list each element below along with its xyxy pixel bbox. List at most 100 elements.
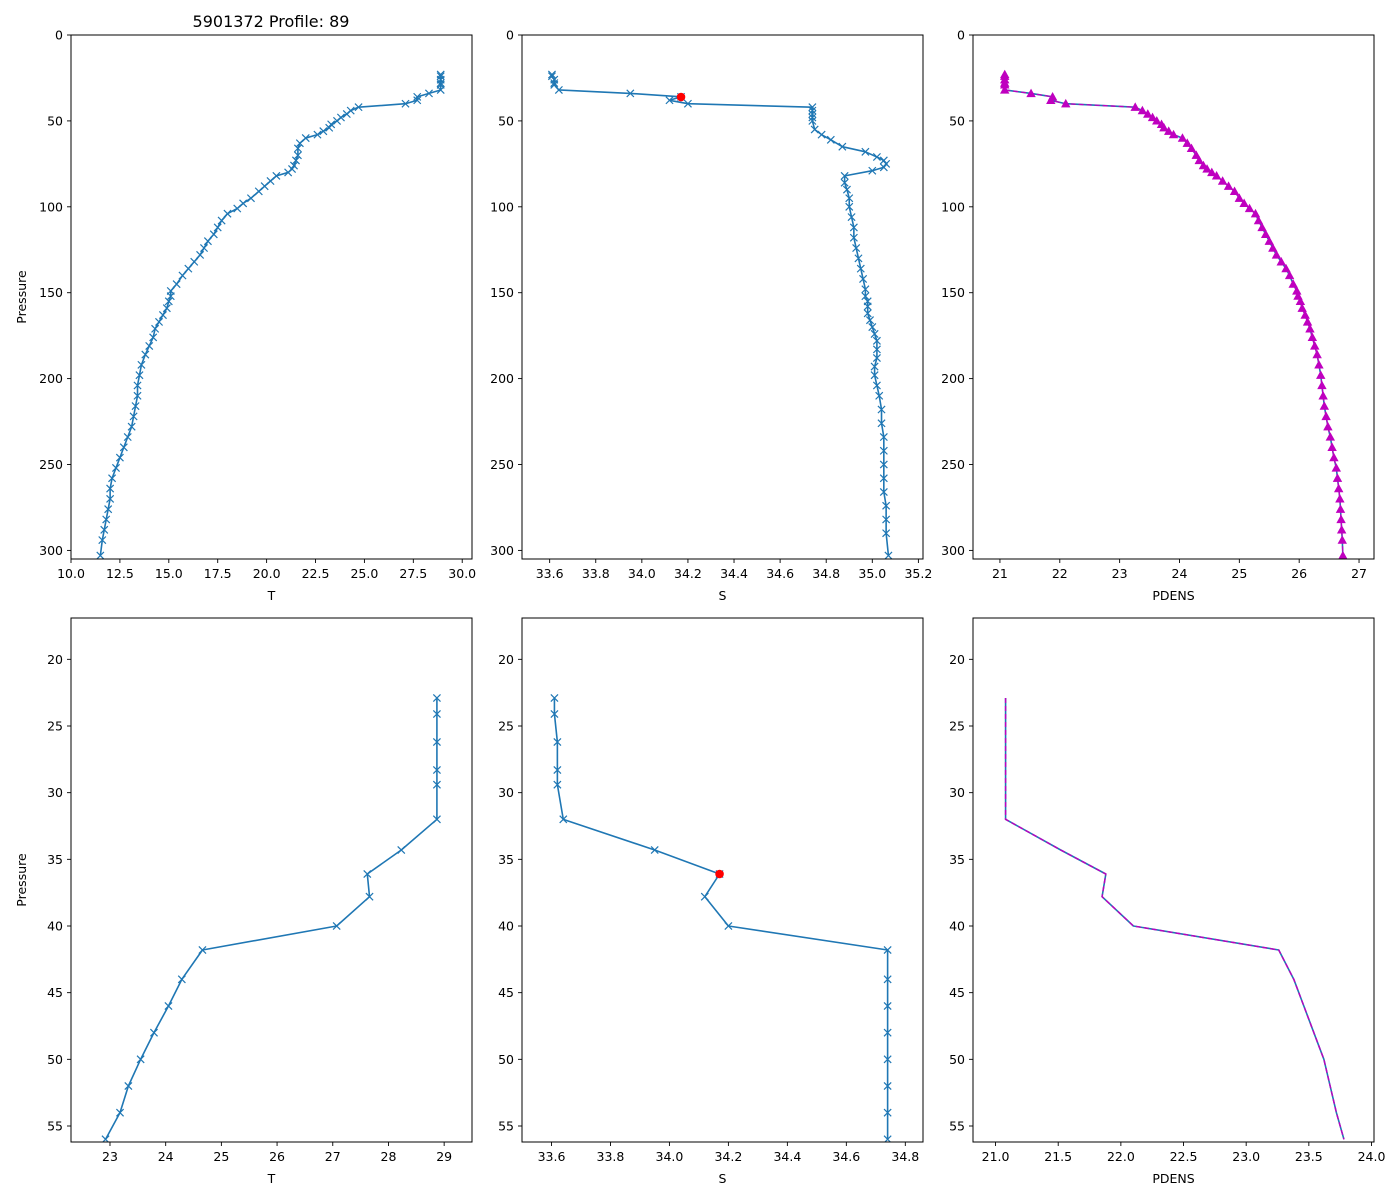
data-point bbox=[1217, 176, 1228, 185]
y-tick-label: 25 bbox=[47, 719, 63, 734]
data-point bbox=[1137, 105, 1148, 115]
x-tick-label: 34.6 bbox=[832, 1149, 860, 1164]
data-point bbox=[196, 250, 205, 259]
data-point bbox=[865, 316, 875, 325]
y-tick-label: 25 bbox=[498, 719, 514, 734]
data-point bbox=[115, 453, 124, 462]
data-point bbox=[141, 350, 150, 359]
x-tick-label: 29 bbox=[436, 1149, 452, 1164]
data-point bbox=[198, 945, 207, 955]
data-point bbox=[106, 484, 115, 493]
data-point bbox=[164, 297, 173, 306]
data-point bbox=[879, 163, 888, 172]
data-point bbox=[1147, 112, 1158, 122]
x-tick-label: 34.8 bbox=[891, 1149, 919, 1164]
data-point bbox=[332, 921, 341, 931]
data-point bbox=[133, 391, 142, 400]
y-tick-label: 200 bbox=[39, 371, 63, 386]
data-point bbox=[98, 536, 107, 545]
x-tick-label: 10.0 bbox=[57, 566, 85, 581]
data-point bbox=[1300, 310, 1310, 319]
data-point bbox=[883, 1081, 892, 1091]
data-point bbox=[883, 1055, 892, 1064]
y-tick-label: 200 bbox=[941, 371, 965, 386]
y-tick-label: 20 bbox=[47, 652, 63, 667]
data-point bbox=[1327, 442, 1337, 451]
data-point bbox=[1177, 133, 1188, 142]
plot-area bbox=[96, 70, 445, 559]
data-point bbox=[847, 213, 856, 222]
x-tick-label: 34.4 bbox=[773, 1149, 801, 1164]
y-tick-label: 150 bbox=[941, 285, 965, 300]
data-point bbox=[424, 89, 433, 98]
data-point bbox=[1314, 360, 1324, 369]
density-dashed-line bbox=[1004, 74, 1344, 556]
data-point bbox=[1319, 401, 1330, 410]
data-point bbox=[1281, 263, 1291, 273]
data-point bbox=[883, 1108, 892, 1117]
axes-frame bbox=[70, 617, 473, 1143]
x-tick-label: 27 bbox=[1351, 566, 1367, 581]
data-point bbox=[808, 113, 817, 122]
y-tick-label: 100 bbox=[39, 199, 63, 214]
plot-area bbox=[547, 70, 893, 559]
x-axis-label: S bbox=[719, 588, 727, 603]
data-point bbox=[1046, 95, 1056, 104]
data-point bbox=[845, 202, 854, 211]
data-point bbox=[1186, 143, 1197, 153]
data-point bbox=[650, 845, 659, 855]
data-point bbox=[293, 151, 302, 160]
data-point bbox=[1229, 186, 1240, 196]
data-point bbox=[1288, 279, 1298, 288]
series-line bbox=[553, 698, 889, 1140]
data-point bbox=[1061, 98, 1071, 108]
x-tick-label: 21.5 bbox=[1044, 1149, 1072, 1164]
data-point bbox=[1295, 296, 1306, 305]
chart-panel-salinity-zoom: 33.6 33.8 34.0 34.2 34.4 34.6 34.8 20 25 30 35 40 45… bbox=[498, 617, 924, 1186]
x-tick-label: 20.0 bbox=[253, 566, 281, 581]
data-point bbox=[151, 324, 160, 333]
data-point bbox=[1211, 171, 1222, 180]
data-point bbox=[872, 381, 881, 390]
data-point bbox=[397, 845, 406, 855]
data-point bbox=[1159, 122, 1169, 132]
x-axis-label: PDENS bbox=[1152, 1171, 1194, 1186]
data-point bbox=[1168, 129, 1179, 139]
axes-frame bbox=[70, 34, 473, 560]
data-point bbox=[119, 443, 128, 452]
data-point bbox=[808, 116, 817, 125]
y-tick-label: 35 bbox=[498, 852, 514, 867]
y-tick-label: 45 bbox=[949, 985, 965, 1000]
data-point bbox=[883, 1028, 892, 1037]
data-point bbox=[856, 264, 865, 273]
data-point bbox=[872, 336, 881, 345]
data-point bbox=[135, 371, 144, 380]
data-point bbox=[553, 737, 562, 747]
x-tick-label: 23 bbox=[102, 1149, 118, 1164]
data-point bbox=[547, 72, 556, 81]
data-point bbox=[1239, 198, 1249, 208]
data-point bbox=[102, 515, 111, 524]
x-tick-label: 28 bbox=[381, 1149, 397, 1164]
data-point bbox=[1336, 524, 1347, 534]
data-point bbox=[164, 1001, 173, 1011]
y-tick-label: 0 bbox=[957, 28, 965, 43]
data-point bbox=[859, 274, 868, 283]
x-tick-label: 34.8 bbox=[812, 566, 840, 581]
plot-area bbox=[101, 693, 441, 1142]
data-point bbox=[432, 815, 441, 824]
data-point bbox=[1244, 203, 1255, 213]
y-tick-label: 0 bbox=[506, 28, 514, 43]
x-axis-label: T bbox=[267, 588, 276, 603]
y-tick-label: 300 bbox=[490, 543, 514, 558]
x-tick-label: 22 bbox=[1052, 566, 1068, 581]
data-point bbox=[1323, 421, 1333, 431]
data-point bbox=[1257, 222, 1267, 232]
data-point bbox=[178, 271, 187, 280]
data-point bbox=[808, 110, 817, 119]
data-point bbox=[1321, 411, 1331, 421]
data-point bbox=[1276, 256, 1286, 266]
data-point bbox=[877, 419, 886, 428]
data-point bbox=[870, 371, 879, 380]
x-axis-label: S bbox=[719, 1171, 727, 1186]
